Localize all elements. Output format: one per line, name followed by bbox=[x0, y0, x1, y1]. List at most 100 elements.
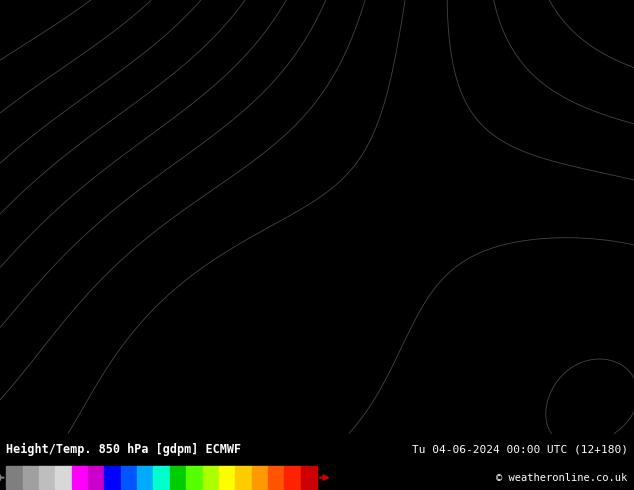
Text: 7: 7 bbox=[501, 297, 506, 306]
Text: 9: 9 bbox=[395, 0, 401, 9]
Text: 1: 1 bbox=[148, 193, 154, 202]
Text: 2: 2 bbox=[480, 177, 485, 186]
Text: 2: 2 bbox=[614, 201, 619, 210]
Text: 4: 4 bbox=[473, 137, 478, 146]
Text: 8: 8 bbox=[64, 145, 69, 154]
Text: 8: 8 bbox=[191, 241, 196, 250]
Text: 7: 7 bbox=[621, 145, 626, 154]
Text: 8: 8 bbox=[557, 121, 562, 130]
Text: 2: 2 bbox=[487, 185, 492, 194]
Text: 0: 0 bbox=[424, 241, 429, 250]
Text: 0: 0 bbox=[402, 265, 408, 274]
Text: 3: 3 bbox=[240, 330, 245, 339]
Text: 8: 8 bbox=[473, 290, 478, 298]
Text: 1: 1 bbox=[318, 378, 323, 387]
Text: 7: 7 bbox=[22, 418, 27, 427]
Text: 5: 5 bbox=[515, 370, 521, 379]
Text: 9: 9 bbox=[85, 225, 91, 234]
Text: 8: 8 bbox=[480, 16, 485, 25]
Text: 2: 2 bbox=[191, 177, 196, 186]
Text: 4: 4 bbox=[437, 8, 443, 17]
Text: 8: 8 bbox=[480, 32, 485, 42]
Text: 1: 1 bbox=[156, 338, 161, 346]
Bar bbox=[268, 466, 284, 489]
Text: 1: 1 bbox=[522, 41, 527, 49]
Text: 7: 7 bbox=[8, 281, 13, 291]
Text: 7: 7 bbox=[93, 330, 98, 339]
Text: 2: 2 bbox=[15, 129, 20, 138]
Text: 1: 1 bbox=[127, 402, 133, 411]
Text: 1: 1 bbox=[304, 418, 309, 427]
Text: 4: 4 bbox=[522, 153, 527, 162]
Text: 1: 1 bbox=[198, 65, 204, 74]
Text: 5: 5 bbox=[1, 161, 6, 170]
Text: 1: 1 bbox=[522, 201, 527, 210]
Text: 7: 7 bbox=[15, 273, 20, 282]
Text: 0: 0 bbox=[388, 314, 394, 322]
Text: 0: 0 bbox=[360, 386, 365, 395]
Text: 7: 7 bbox=[585, 0, 591, 9]
Text: 9: 9 bbox=[290, 209, 295, 218]
Text: 0: 0 bbox=[120, 113, 126, 122]
Text: 2: 2 bbox=[191, 338, 196, 346]
Text: 4: 4 bbox=[487, 137, 492, 146]
Text: 0: 0 bbox=[522, 56, 527, 66]
Text: 9: 9 bbox=[191, 145, 196, 154]
Text: 7: 7 bbox=[621, 32, 626, 42]
Text: 0: 0 bbox=[93, 49, 98, 57]
Text: 1: 1 bbox=[275, 97, 281, 106]
Text: 0: 0 bbox=[22, 193, 27, 202]
Text: 1: 1 bbox=[93, 145, 98, 154]
Text: 6: 6 bbox=[600, 41, 605, 49]
Text: 5: 5 bbox=[451, 56, 457, 66]
Text: 4: 4 bbox=[57, 113, 62, 122]
Text: 6: 6 bbox=[205, 209, 210, 218]
Text: 8: 8 bbox=[437, 370, 443, 379]
Text: 2: 2 bbox=[564, 201, 569, 210]
Text: 1: 1 bbox=[332, 394, 337, 403]
Text: 1: 1 bbox=[170, 330, 175, 339]
Text: 6: 6 bbox=[8, 73, 13, 82]
Text: 8: 8 bbox=[417, 402, 422, 411]
Text: 9: 9 bbox=[360, 129, 365, 138]
Text: 7: 7 bbox=[240, 89, 245, 98]
Text: 7: 7 bbox=[198, 233, 204, 242]
Text: 4: 4 bbox=[543, 169, 548, 178]
Text: 5: 5 bbox=[607, 161, 612, 170]
Text: 6: 6 bbox=[508, 321, 513, 331]
Text: 3: 3 bbox=[148, 217, 154, 226]
Text: 6: 6 bbox=[219, 97, 224, 106]
Text: 1: 1 bbox=[444, 209, 450, 218]
Text: 8: 8 bbox=[473, 281, 478, 291]
Text: 4: 4 bbox=[571, 49, 576, 57]
Text: 8: 8 bbox=[318, 161, 323, 170]
Text: 1: 1 bbox=[501, 209, 506, 218]
Text: 3: 3 bbox=[64, 290, 69, 298]
Text: 4: 4 bbox=[127, 241, 133, 250]
Text: 8: 8 bbox=[536, 273, 541, 282]
Text: 0: 0 bbox=[8, 321, 13, 331]
Text: 2: 2 bbox=[240, 418, 245, 427]
Text: 1: 1 bbox=[233, 281, 238, 291]
Text: 6: 6 bbox=[529, 321, 534, 331]
Text: 1: 1 bbox=[120, 394, 126, 403]
Text: 2: 2 bbox=[184, 402, 189, 411]
Text: 4: 4 bbox=[444, 49, 450, 57]
Text: 2: 2 bbox=[621, 201, 626, 210]
Text: 6: 6 bbox=[578, 297, 584, 306]
Text: 6: 6 bbox=[318, 129, 323, 138]
Text: 8: 8 bbox=[628, 257, 633, 266]
Text: 7: 7 bbox=[275, 169, 281, 178]
Text: 9: 9 bbox=[78, 386, 84, 395]
Text: 8: 8 bbox=[290, 32, 295, 42]
Text: 1: 1 bbox=[353, 314, 358, 322]
Text: 1: 1 bbox=[607, 97, 612, 106]
Text: 2: 2 bbox=[550, 49, 555, 57]
Text: 3: 3 bbox=[444, 145, 450, 154]
Text: 9: 9 bbox=[410, 362, 415, 371]
Text: 3: 3 bbox=[8, 137, 13, 146]
Text: 5: 5 bbox=[480, 105, 485, 114]
Text: 6: 6 bbox=[578, 24, 584, 33]
Text: 8: 8 bbox=[15, 185, 20, 194]
Text: 2: 2 bbox=[226, 297, 231, 306]
